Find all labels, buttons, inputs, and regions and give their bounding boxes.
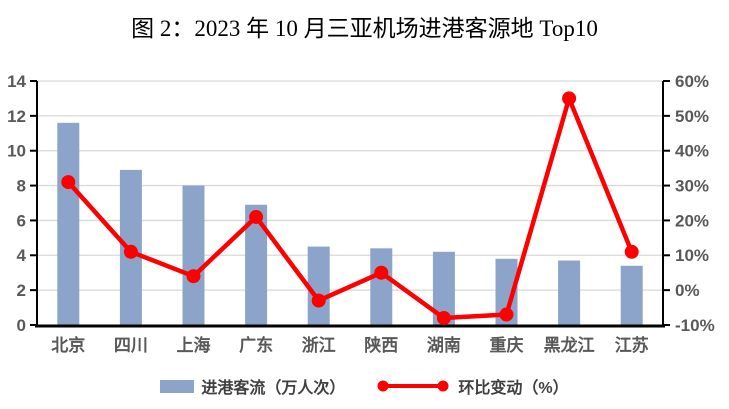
- right-axis-label: 10%: [675, 246, 709, 265]
- left-axis-label: 2: [17, 281, 26, 300]
- trend-point-陕西: [374, 265, 389, 280]
- x-axis-label: 黑龙江: [544, 335, 595, 355]
- left-axis-label: 0: [17, 316, 26, 335]
- bar-series-swatch: [160, 379, 195, 393]
- x-axis-label: 陕西: [364, 335, 398, 355]
- right-axis-label: 20%: [675, 211, 709, 230]
- left-axis-label: 8: [17, 177, 26, 196]
- right-axis-label: -10%: [675, 316, 715, 335]
- trend-line: [66, 96, 634, 321]
- bar-上海: [182, 185, 205, 325]
- x-axis-label: 北京: [51, 335, 85, 355]
- trend-point-上海: [186, 269, 201, 284]
- left-axis-label: 10: [7, 142, 26, 161]
- left-axis-label: 6: [17, 211, 26, 230]
- bar-北京: [57, 122, 80, 325]
- trend-point-湖南: [436, 311, 451, 326]
- x-axis-label: 江苏: [615, 335, 649, 355]
- trend-point-北京: [61, 175, 76, 190]
- bar-陕西: [370, 248, 393, 325]
- x-axis-label: 重庆: [490, 335, 524, 355]
- bar-江苏: [620, 265, 643, 325]
- legend: 进港客流（万人次） 环比变动（%）: [0, 374, 729, 398]
- right-axis-label: 0%: [675, 281, 700, 300]
- trend-point-黑龙江: [562, 91, 577, 106]
- bar-湖南: [432, 251, 455, 325]
- trend-point-江苏: [624, 244, 639, 259]
- bar-广东: [245, 204, 268, 325]
- right-axis-label: 40%: [675, 142, 709, 161]
- x-axis-label: 湖南: [427, 335, 461, 355]
- line-swatch-dot-right: [437, 380, 449, 392]
- line-series-swatch: [377, 380, 449, 392]
- right-axis-label: 60%: [675, 72, 709, 91]
- right-axis-label: 50%: [675, 107, 709, 126]
- x-axis-label: 上海: [177, 335, 211, 355]
- x-axis-label: 广东: [239, 335, 273, 355]
- bar-series-label: 进港客流（万人次）: [201, 380, 346, 397]
- trend-point-浙江: [311, 293, 326, 308]
- x-axis-label: 浙江: [302, 335, 336, 355]
- trend-point-重庆: [499, 307, 514, 322]
- line-swatch-dot-left: [377, 380, 389, 392]
- line-series-label: 环比变动（%）: [458, 380, 569, 397]
- chart-title: 图 2：2023 年 10 月三亚机场进港客源地 Top10: [131, 16, 598, 41]
- bar-黑龙江: [558, 260, 581, 325]
- trend-point-广东: [249, 209, 264, 224]
- right-axis-label: 30%: [675, 177, 709, 196]
- bar-浙江: [307, 246, 330, 325]
- x-axis-label: 四川: [114, 336, 148, 355]
- left-axis-label: 4: [17, 246, 27, 265]
- bar-重庆: [495, 258, 518, 325]
- left-axis-label: 12: [7, 107, 26, 126]
- trend-point-四川: [123, 244, 138, 259]
- left-axis-label: 14: [7, 72, 26, 91]
